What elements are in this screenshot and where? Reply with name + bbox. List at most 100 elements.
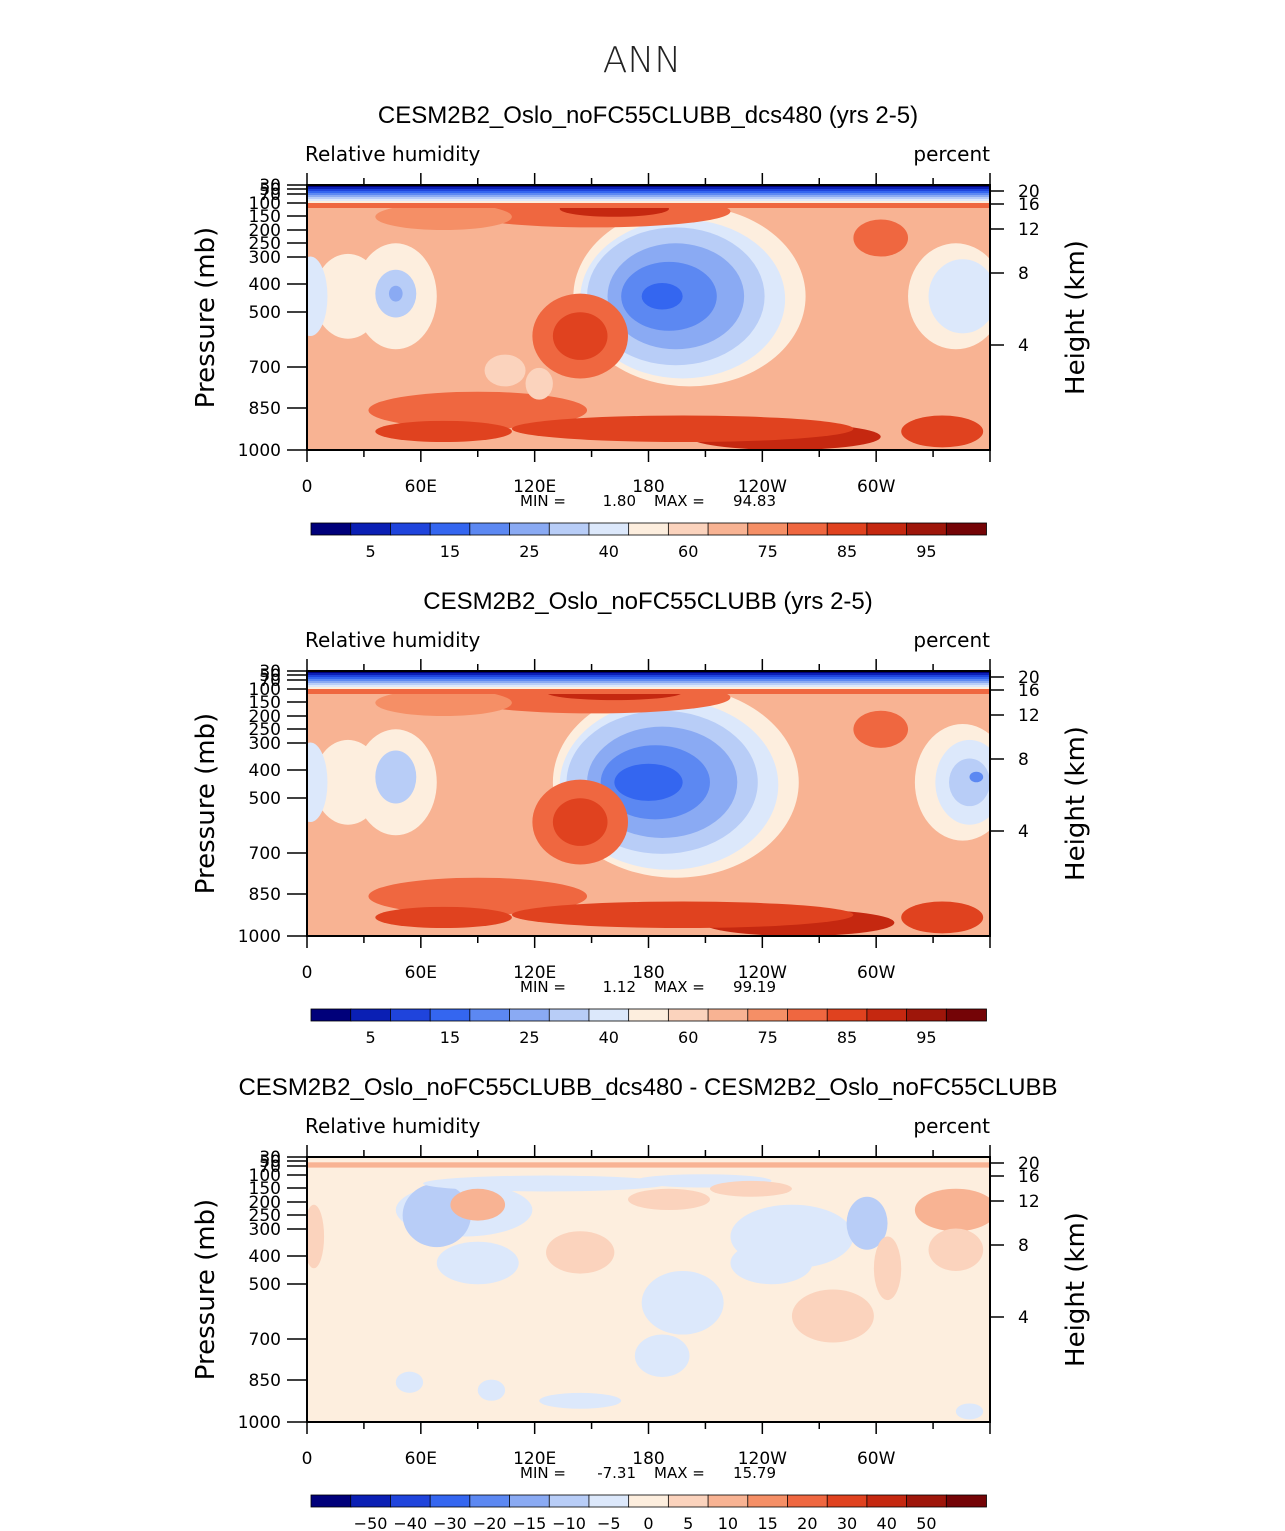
colorbar-swatch	[907, 1495, 947, 1507]
y-right-tick-label: 16	[1018, 195, 1040, 215]
colorbar-label: 15	[440, 542, 460, 561]
y-tick-label: 300	[249, 734, 281, 754]
top-layer	[307, 685, 990, 687]
colorbar-label: −30	[433, 1514, 467, 1531]
colorbar-label: 75	[757, 1028, 777, 1047]
top-layer	[307, 677, 990, 679]
y-tick-label: 500	[249, 1275, 281, 1295]
y-right-tick-label: 8	[1018, 750, 1029, 770]
contour-region	[293, 257, 327, 337]
colorbar-swatch	[946, 1009, 986, 1021]
colorbar: 5 15 25 40 60 75 85 95	[311, 1009, 987, 1047]
figure: ANN CESM2B2_Oslo_noFC55CLUBB_dcs480 (yrs…	[0, 0, 1285, 1531]
top-layer	[307, 687, 990, 689]
contour-field	[293, 185, 1003, 450]
colorbar-label: 60	[678, 542, 698, 561]
colorbar-label: 50	[916, 1514, 936, 1531]
y-tick-label: 300	[249, 1220, 281, 1240]
contour-region	[901, 416, 983, 448]
colorbar-swatch	[390, 1009, 430, 1021]
colorbar-swatch	[668, 1009, 708, 1021]
colorbar-label: 10	[718, 1514, 738, 1531]
contour-region	[539, 1393, 621, 1409]
colorbar-swatch	[351, 1009, 391, 1021]
top-layer	[307, 1163, 990, 1167]
colorbar-label: 30	[837, 1514, 857, 1531]
variable-label: Relative humidity	[305, 142, 480, 166]
colorbar-swatch	[510, 523, 550, 535]
colorbar-swatch	[827, 1009, 867, 1021]
y-tick-label: 850	[249, 399, 281, 419]
colorbar-label: −10	[552, 1514, 586, 1531]
y-tick-label: 850	[249, 885, 281, 905]
contour-region	[710, 1181, 792, 1197]
y-tick-label: 300	[249, 248, 281, 268]
top-layer	[307, 187, 990, 189]
colorbar-swatch	[787, 523, 827, 535]
contour-region	[375, 421, 512, 442]
colorbar-swatch	[748, 1495, 788, 1507]
colorbar-label: −50	[354, 1514, 388, 1531]
contour-region	[970, 772, 984, 783]
colorbar-swatch	[907, 523, 947, 535]
top-layer	[307, 679, 990, 681]
y-axis-title: Pressure (mb)	[191, 713, 221, 894]
y-right-tick-label: 16	[1018, 681, 1040, 701]
figure-title: ANN	[603, 40, 682, 81]
top-layer	[307, 681, 990, 683]
y-axis-title: Pressure (mb)	[191, 227, 221, 408]
top-layer	[307, 683, 990, 685]
contour-region	[635, 1335, 690, 1377]
min-value: 1.12	[603, 978, 636, 996]
y-tick-label: 850	[249, 1371, 281, 1391]
x-tick-label: 0	[302, 477, 313, 497]
colorbar-label: 75	[757, 542, 777, 561]
x-tick-label: 60W	[857, 1449, 896, 1469]
colorbar-label: 0	[643, 1514, 653, 1531]
y-right-tick-label: 16	[1018, 1167, 1040, 1187]
colorbar-label: 25	[519, 542, 539, 561]
contour-region	[642, 1271, 724, 1335]
min-value: 1.80	[603, 492, 636, 510]
colorbar-swatch	[748, 523, 788, 535]
panel-1: CESM2B2_Oslo_noFC55CLUBB_dcs480 (yrs 2-5…	[191, 102, 1091, 561]
x-tick-label: 0	[302, 963, 313, 983]
contour-region	[485, 355, 526, 387]
y-tick-label: 400	[249, 761, 281, 781]
colorbar-swatch	[907, 1009, 947, 1021]
y-axis-right-title: Height (km)	[1061, 726, 1091, 881]
colorbar-swatch	[787, 1009, 827, 1021]
colorbar-swatch	[787, 1495, 827, 1507]
colorbar-swatch	[549, 523, 589, 535]
contour-region	[437, 1242, 519, 1284]
colorbar-swatch	[311, 523, 351, 535]
x-tick-label: 60W	[857, 477, 896, 497]
y-right-tick-label: 8	[1018, 1236, 1029, 1256]
colorbar-swatch	[549, 1009, 589, 1021]
colorbar-swatch	[589, 523, 629, 535]
colorbar-swatch	[510, 1009, 550, 1021]
max-value: 99.19	[733, 978, 776, 996]
colorbar-swatch	[946, 1495, 986, 1507]
max-label: MAX =	[654, 978, 705, 996]
x-tick-label: 60W	[857, 963, 896, 983]
colorbar-label: 95	[916, 542, 936, 561]
colorbar-label: −5	[597, 1514, 621, 1531]
colorbar-swatch	[510, 1495, 550, 1507]
y-tick-label: 500	[249, 303, 281, 323]
y-right-tick-label: 4	[1018, 822, 1029, 842]
contour-region	[553, 312, 608, 360]
max-value: 94.83	[733, 492, 776, 510]
x-tick-label: 0	[302, 1449, 313, 1469]
colorbar-swatch	[827, 523, 867, 535]
contour-region	[853, 219, 908, 256]
top-layer	[307, 201, 990, 203]
contour-region	[628, 1189, 710, 1210]
top-layer	[307, 189, 990, 191]
colorbar-label: 5	[683, 1514, 693, 1531]
colorbar-swatch	[867, 523, 907, 535]
y-tick-label: 1000	[238, 441, 281, 461]
contour-region	[293, 743, 327, 823]
y-tick-label: 700	[249, 358, 281, 378]
variable-label: Relative humidity	[305, 628, 480, 652]
